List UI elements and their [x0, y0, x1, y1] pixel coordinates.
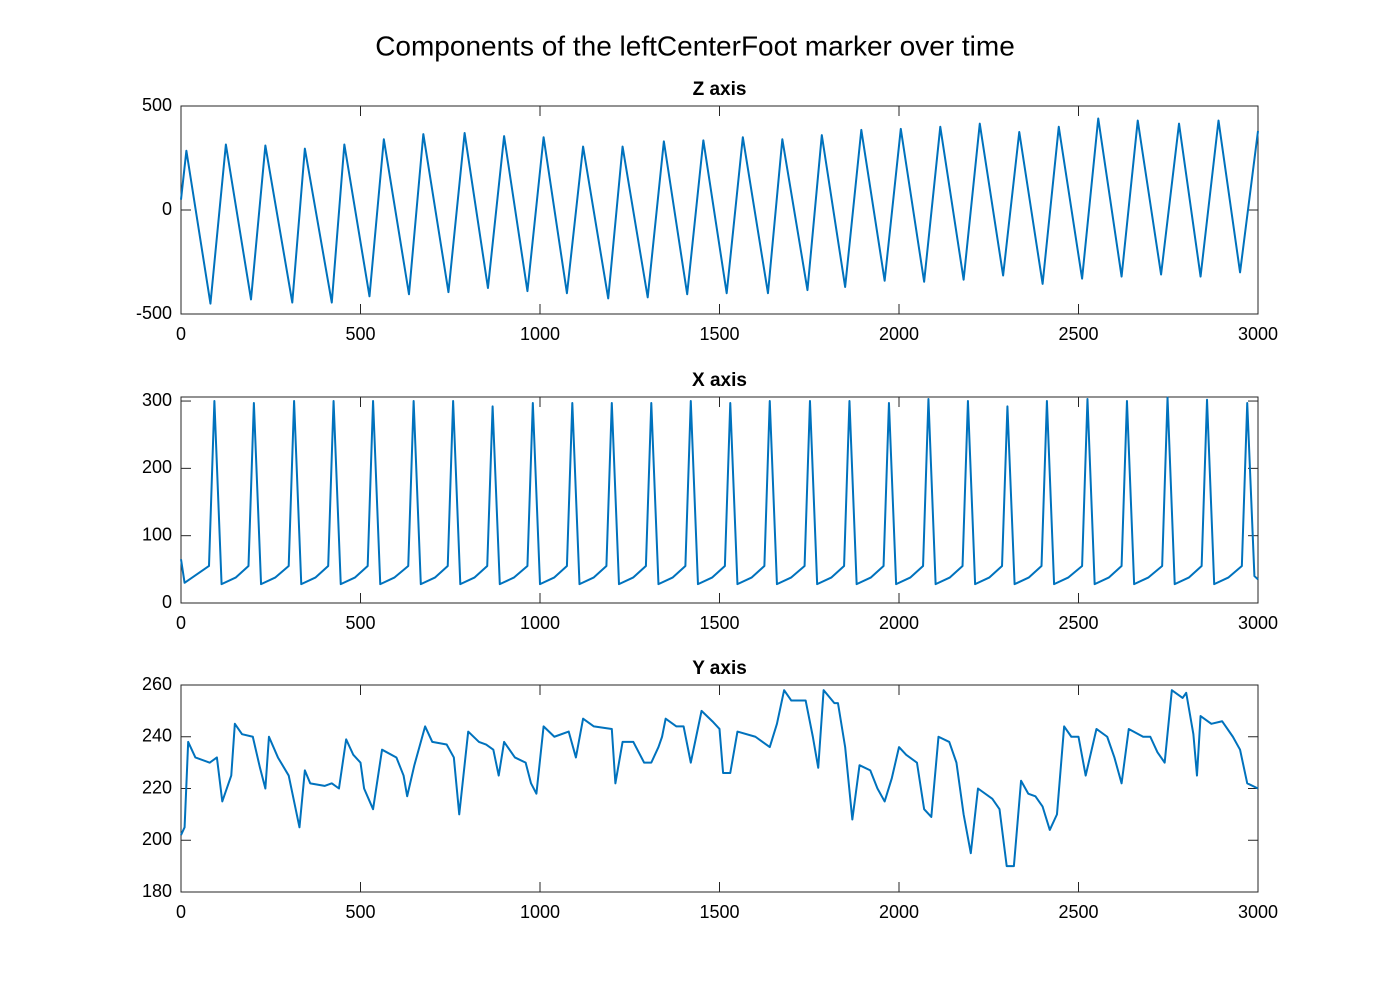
y-tick-label: 260 [142, 674, 172, 694]
x-tick-label: 1500 [699, 324, 739, 344]
x-tick-label: 1000 [520, 902, 560, 922]
y-tick-label: 220 [142, 777, 172, 797]
x-tick-label: 0 [176, 902, 186, 922]
x-tick-label: 1500 [699, 613, 739, 633]
y-tick-label: 100 [142, 524, 172, 544]
subplot-title: Z axis [693, 79, 747, 100]
x-tick-label: 2500 [1058, 324, 1098, 344]
x-tick-label: 0 [176, 324, 186, 344]
x-tick-label: 3000 [1238, 902, 1278, 922]
y-tick-label: -500 [136, 303, 172, 323]
subplot-title: Y axis [692, 658, 747, 679]
x-tick-label: 2500 [1058, 902, 1098, 922]
y-tick-label: 180 [142, 881, 172, 901]
x-tick-label: 3000 [1238, 613, 1278, 633]
y-tick-label: 200 [142, 457, 172, 477]
x-tick-label: 2000 [879, 902, 919, 922]
y-tick-label: 0 [162, 199, 172, 219]
x-tick-label: 500 [345, 324, 375, 344]
x-tick-label: 1000 [520, 613, 560, 633]
plot-area [180, 105, 1259, 315]
y-tick-label: 500 [142, 95, 172, 115]
plot-area [180, 684, 1259, 893]
data-line [180, 396, 1259, 586]
x-tick-label: 2500 [1058, 613, 1098, 633]
data-line [180, 689, 1259, 868]
y-tick-label: 240 [142, 726, 172, 746]
x-tick-label: 1000 [520, 324, 560, 344]
y-tick-label: 300 [142, 390, 172, 410]
x-tick-label: 0 [176, 613, 186, 633]
y-tick-label: 200 [142, 829, 172, 849]
x-tick-label: 3000 [1238, 324, 1278, 344]
x-tick-label: 2000 [879, 613, 919, 633]
x-tick-label: 1500 [699, 902, 739, 922]
x-tick-label: 2000 [879, 324, 919, 344]
y-tick-label: 0 [162, 592, 172, 612]
x-tick-label: 500 [345, 613, 375, 633]
data-line [180, 117, 1259, 305]
subplot-title: X axis [692, 370, 747, 391]
figure-title: Components of the leftCenterFoot marker … [375, 30, 1015, 61]
x-tick-label: 500 [345, 902, 375, 922]
